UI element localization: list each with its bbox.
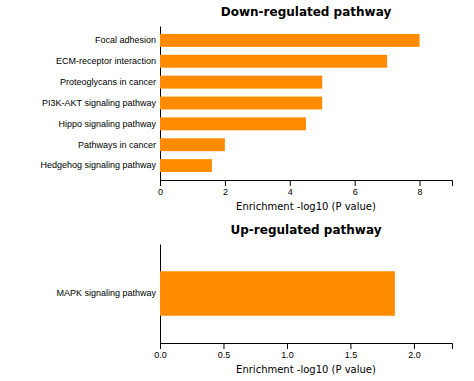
tick-label: 0 [158,187,163,197]
tick: PI3K-AKT signaling pathway [42,98,156,108]
tick-label: PI3K-AKT signaling pathway [42,98,156,108]
tick: Proteoglycans in cancer [60,77,156,87]
tick-label: Focal adhesion [95,35,156,45]
figure: 0 2 4 6 8 Hedgehog signaling pathway Pathways … [0,0,474,381]
tick: 2.0 [408,343,421,360]
tick-label: ECM-receptor interaction [56,56,156,66]
title: Down-regulated pathway [221,5,392,19]
x-axis-title: Enrichment -log10 (P value) [236,201,376,212]
tick: Pathways in cancer [78,140,156,150]
tick-label: Pathways in cancer [78,140,156,150]
tick-mark [355,180,356,186]
tick-mark [160,343,161,349]
tick-label: 4 [288,187,293,197]
tick-label: 1.0 [281,350,294,360]
tick-mark [160,180,161,186]
tick: Hippo signaling pathway [58,119,156,129]
bars [160,34,420,172]
tick-mark [287,343,288,349]
tick-label: 2.0 [408,350,421,360]
bar [160,138,225,151]
value-axis: 0 2 4 6 8 [158,180,453,197]
tick: Focal adhesion [95,35,156,45]
tick-label: Hedgehog signaling pathway [40,160,156,170]
tick: 0 [158,180,163,197]
tick: 8 [418,180,423,197]
tick: 6 [353,180,358,197]
tick-label: Proteoglycans in cancer [60,77,156,87]
tick: 0.5 [218,343,231,360]
tick-mark [414,343,415,349]
tick-mark [350,343,351,349]
tick-mark [225,180,226,186]
tick-mark [223,343,224,349]
category-axis: Hedgehog signaling pathway Pathways in ca… [40,27,160,181]
tick: 2 [223,180,228,197]
tick-label: 1.5 [345,350,358,360]
bar [160,159,212,172]
tick-mark [290,180,291,186]
bar [160,76,322,89]
tick-label: 8 [418,187,423,197]
tick: MAPK signaling pathway [56,288,156,298]
axis-line [161,344,453,350]
tick-mark [420,180,421,186]
bar [160,55,387,68]
tick-label: Hippo signaling pathway [58,119,156,129]
bar [160,97,322,110]
tick: ECM-receptor interaction [56,56,156,66]
tick-label: 2 [223,187,228,197]
chart: 0 2 4 6 8 Hedgehog signaling pathway Pathways … [40,5,452,212]
x-axis-title: Enrichment -log10 (P value) [236,364,376,375]
tick: 4 [288,180,293,197]
category-axis: MAPK signaling pathway [56,245,160,344]
bar [160,34,420,47]
tick-label: 0.0 [154,350,167,360]
value-axis: 0.0 0.5 1.0 1.5 2.0 [154,343,452,360]
tick: Hedgehog signaling pathway [40,160,156,170]
axis-line [161,181,453,187]
tick: 1.5 [345,343,358,360]
title: Up-regulated pathway [231,223,382,237]
bar [160,117,306,130]
tick-label: 6 [353,187,358,197]
bars [160,271,395,315]
chart: 0.0 0.5 1.0 1.5 2.0 MAPK signaling pathway Up-… [56,223,452,375]
tick: 0.0 [154,343,167,360]
tick: 1.0 [281,343,294,360]
tick-label: MAPK signaling pathway [56,288,156,298]
tick-label: 0.5 [218,350,231,360]
bar [160,271,395,315]
